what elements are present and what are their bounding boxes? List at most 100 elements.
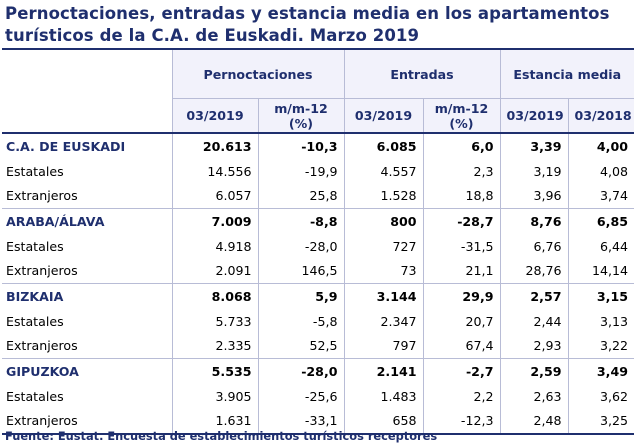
entradas-value: 4.557 [344,158,424,184]
estancia-2018-value: 3,62 [599,388,628,404]
table-title: Pernoctaciones, entradas y estancia medi… [5,3,633,47]
entradas-variation: 2,3 [423,158,501,184]
pernoctaciones-value: 5.733 [172,308,259,334]
estancia-2019-value: 2,93 [500,333,569,359]
pernoctaciones-value: 7.009 [172,208,259,234]
header-empty-corner-2 [2,98,173,133]
entradas-variation: 67,4 [423,333,501,359]
estancia-2019-value: 2,44 [500,308,569,334]
pernoctaciones-variation: -25,6 [258,383,345,409]
estancia-2018-value: 14,14 [591,263,628,279]
entradas-variation: 21,1 [423,258,501,284]
table-row: Estatales 14.556 -19,9 4.557 2,3 3,19 4,08 [2,158,634,184]
entradas-value: 727 [344,233,424,259]
estancia-2018-value: 4,00 [596,138,628,154]
pernoctaciones-value: 5.535 [172,358,259,384]
pernoctaciones-value: 6.057 [172,183,259,209]
estancia-2019-value: 8,76 [500,208,569,234]
entradas-variation: 29,9 [423,283,501,309]
table-row: Estatales 3.905 -25,6 1.483 2,2 2,63 3,62 [2,383,634,409]
pernoctaciones-variation: -33,1 [258,408,345,436]
pernoctaciones-variation: -28,0 [258,358,345,384]
table-row-region: ARABA/ÁLAVA 7.009 -8,8 800 -28,7 8,76 6,85 [2,208,634,234]
entradas-variation: 18,8 [423,183,501,209]
entradas-value: 658 [344,408,424,436]
pernoctaciones-variation: 146,5 [258,258,345,284]
table-row-region: BIZKAIA 8.068 5,9 3.144 29,9 2,57 3,15 [2,283,634,309]
header-group-entradas: Entradas [344,49,501,99]
estancia-2018-value: 3,74 [599,188,628,204]
table-body: C.A. DE EUSKADI 20.613 -10,3 6.085 6,0 3,39 4,… [2,133,634,436]
estancia-2018-value: 3,49 [568,358,634,384]
row-label: Extranjeros [2,408,173,436]
header-empty-corner [2,49,173,99]
row-label: Estatales [2,233,173,259]
pernoctaciones-variation: -5,8 [258,308,345,334]
header-est-period-2018: 03/2018 [568,98,634,133]
entradas-variation: 6,0 [423,133,501,159]
estancia-2019-value: 6,76 [500,233,569,259]
entradas-variation: -31,5 [423,233,501,259]
table-row-region: C.A. DE EUSKADI 20.613 -10,3 6.085 6,0 3,39 4,… [2,133,634,159]
estancia-2018-value: 6,44 [599,238,628,254]
header-ent-var-line2: (%) [449,115,474,131]
header-pern-var-line1: m/m-12 [274,100,328,116]
header-group-pernoctaciones: Pernoctaciones [172,49,345,99]
header-ent-variation: m/m-12 (%) [423,98,501,133]
estancia-2019-value: 3,39 [500,133,569,159]
pernoctaciones-variation: -19,9 [258,158,345,184]
entradas-variation: -28,7 [423,208,501,234]
estancia-2019-value: 2,57 [500,283,569,309]
pernoctaciones-value: 8.068 [172,283,259,309]
pernoctaciones-variation: -10,3 [258,133,345,159]
entradas-value: 73 [344,258,424,284]
table-row: Extranjeros 2.335 52,5 797 67,4 2,93 3,22 [2,333,634,359]
pernoctaciones-variation: 52,5 [258,333,345,359]
row-label: Extranjeros [2,258,173,284]
estancia-2018-value: 6,85 [568,208,634,234]
entradas-value: 1.528 [344,183,424,209]
pernoctaciones-variation: -8,8 [258,208,345,234]
header-ent-period: 03/2019 [344,98,424,133]
estancia-2018-value: 3,25 [568,408,634,436]
header-pern-period: 03/2019 [172,98,259,133]
pernoctaciones-value: 2.335 [172,333,259,359]
header-ent-var-line1: m/m-12 [434,100,489,116]
row-label: Estatales [2,158,173,184]
pernoctaciones-value: 2.091 [172,258,259,284]
pernoctaciones-value: 1.631 [172,408,259,436]
row-label: Estatales [2,383,173,409]
statistics-table: Pernoctaciones Entradas Estancia media 0… [2,48,634,436]
title-line-1: Pernoctaciones, entradas y estancia medi… [5,4,610,23]
entradas-value: 800 [344,208,424,234]
pernoctaciones-value: 3.905 [172,383,259,409]
header-group-estancia: Estancia media [500,49,634,99]
table-row-region: GIPUZKOA 5.535 -28,0 2.141 -2,7 2,59 3,49 [2,358,634,384]
row-label: ARABA/ÁLAVA [2,208,173,234]
entradas-value: 6.085 [344,133,424,159]
header-pern-variation: m/m-12 (%) [258,98,345,133]
estancia-2018-value: 3,13 [599,313,628,329]
header-pern-var-line2: (%) [288,115,314,131]
table-row: Estatales 5.733 -5,8 2.347 20,7 2,44 3,13 [2,308,634,334]
row-label: Estatales [2,308,173,334]
row-label: Extranjeros [2,183,173,209]
row-label: Extranjeros [2,333,173,359]
source-note: Fuente: Eustat. Encuesta de establecimie… [5,429,438,443]
pernoctaciones-value: 4.918 [172,233,259,259]
pernoctaciones-variation: 25,8 [258,183,345,209]
table-row: Extranjeros 2.091 146,5 73 21,1 28,76 14,14 [2,258,634,284]
table-row: Extranjeros 6.057 25,8 1.528 18,8 3,96 3,74 [2,183,634,209]
estancia-2018-value: 3,15 [568,283,634,309]
entradas-value: 3.144 [344,283,424,309]
estancia-2019-value: 2,48 [500,408,569,436]
entradas-value: 2.347 [344,308,424,334]
entradas-variation: 2,2 [423,383,501,409]
estancia-2018-value: 4,08 [599,163,628,179]
pernoctaciones-value: 14.556 [172,158,259,184]
estancia-2019-value: 3,96 [500,183,569,209]
table-row: Extranjeros 1.631 -33,1 658 -12,3 2,48 3,25 [2,408,634,436]
pernoctaciones-variation: -28,0 [258,233,345,259]
row-label: BIZKAIA [2,283,173,309]
estancia-2019-value: 2,63 [500,383,569,409]
